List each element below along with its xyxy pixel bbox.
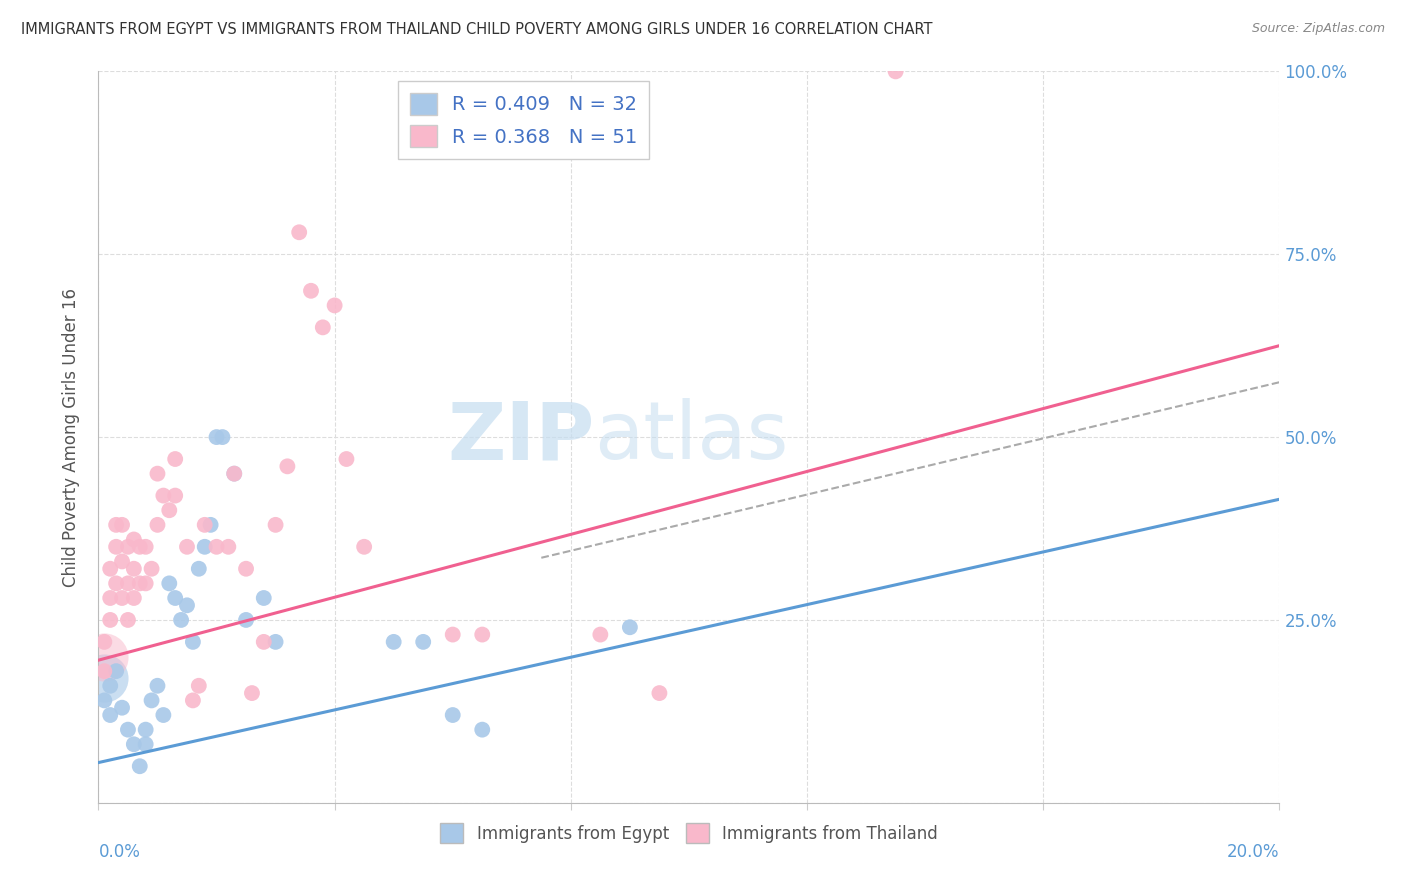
Point: [288, 225, 311, 239]
Point: [98, 679, 121, 693]
Point: [253, 635, 276, 649]
Point: [128, 576, 150, 591]
Point: [93, 635, 115, 649]
Point: [98, 562, 121, 576]
Point: [648, 686, 671, 700]
Point: [157, 576, 180, 591]
Point: [146, 679, 169, 693]
Text: atlas: atlas: [595, 398, 789, 476]
Point: [117, 576, 139, 591]
Point: [235, 613, 257, 627]
Point: [111, 517, 134, 532]
Point: [194, 517, 217, 532]
Point: [211, 430, 233, 444]
Point: [105, 540, 128, 554]
Point: [117, 540, 139, 554]
Point: [181, 635, 204, 649]
Point: [146, 467, 169, 481]
Point: [471, 627, 494, 641]
Point: [152, 489, 174, 503]
Point: [884, 64, 907, 78]
Point: [122, 562, 145, 576]
Point: [441, 708, 464, 723]
Point: [105, 576, 128, 591]
Point: [253, 591, 276, 605]
Point: [176, 540, 198, 554]
Point: [111, 591, 134, 605]
Point: [165, 489, 187, 503]
Point: [117, 723, 139, 737]
Point: [165, 452, 187, 467]
Y-axis label: Child Poverty Among Girls Under 16: Child Poverty Among Girls Under 16: [62, 287, 80, 587]
Point: [471, 723, 494, 737]
Point: [135, 540, 157, 554]
Point: [105, 517, 128, 532]
Point: [111, 554, 134, 568]
Point: [141, 693, 163, 707]
Point: [619, 620, 641, 634]
Point: [323, 298, 346, 312]
Point: [335, 452, 357, 467]
Point: [194, 540, 217, 554]
Text: 0.0%: 0.0%: [98, 843, 141, 861]
Point: [224, 467, 246, 481]
Point: [235, 562, 257, 576]
Point: [141, 562, 163, 576]
Point: [146, 517, 169, 532]
Point: [105, 664, 128, 678]
Point: [276, 459, 298, 474]
Point: [176, 599, 198, 613]
Point: [312, 320, 335, 334]
Point: [135, 737, 157, 751]
Point: [122, 737, 145, 751]
Text: Source: ZipAtlas.com: Source: ZipAtlas.com: [1251, 22, 1385, 36]
Point: [224, 467, 246, 481]
Point: [170, 613, 193, 627]
Point: [128, 540, 150, 554]
Point: [165, 591, 187, 605]
Point: [187, 562, 209, 576]
Point: [205, 540, 228, 554]
Point: [299, 284, 322, 298]
Point: [200, 517, 222, 532]
Point: [152, 708, 174, 723]
Text: IMMIGRANTS FROM EGYPT VS IMMIGRANTS FROM THAILAND CHILD POVERTY AMONG GIRLS UNDE: IMMIGRANTS FROM EGYPT VS IMMIGRANTS FROM…: [21, 22, 932, 37]
Point: [93, 693, 115, 707]
Point: [93, 672, 115, 686]
Point: [181, 693, 204, 707]
Point: [135, 723, 157, 737]
Point: [157, 503, 180, 517]
Point: [98, 613, 121, 627]
Point: [111, 700, 134, 714]
Point: [205, 430, 228, 444]
Point: [128, 759, 150, 773]
Point: [122, 591, 145, 605]
Point: [98, 591, 121, 605]
Point: [187, 679, 209, 693]
Text: ZIP: ZIP: [447, 398, 595, 476]
Point: [412, 635, 434, 649]
Point: [217, 540, 239, 554]
Point: [93, 664, 115, 678]
Point: [98, 708, 121, 723]
Point: [135, 576, 157, 591]
Text: 20.0%: 20.0%: [1227, 843, 1279, 861]
Point: [122, 533, 145, 547]
Point: [264, 635, 287, 649]
Point: [117, 613, 139, 627]
Legend: Immigrants from Egypt, Immigrants from Thailand: Immigrants from Egypt, Immigrants from T…: [433, 817, 945, 849]
Point: [353, 540, 375, 554]
Point: [589, 627, 612, 641]
Point: [441, 627, 464, 641]
Point: [240, 686, 263, 700]
Point: [93, 649, 115, 664]
Point: [264, 517, 287, 532]
Point: [382, 635, 405, 649]
